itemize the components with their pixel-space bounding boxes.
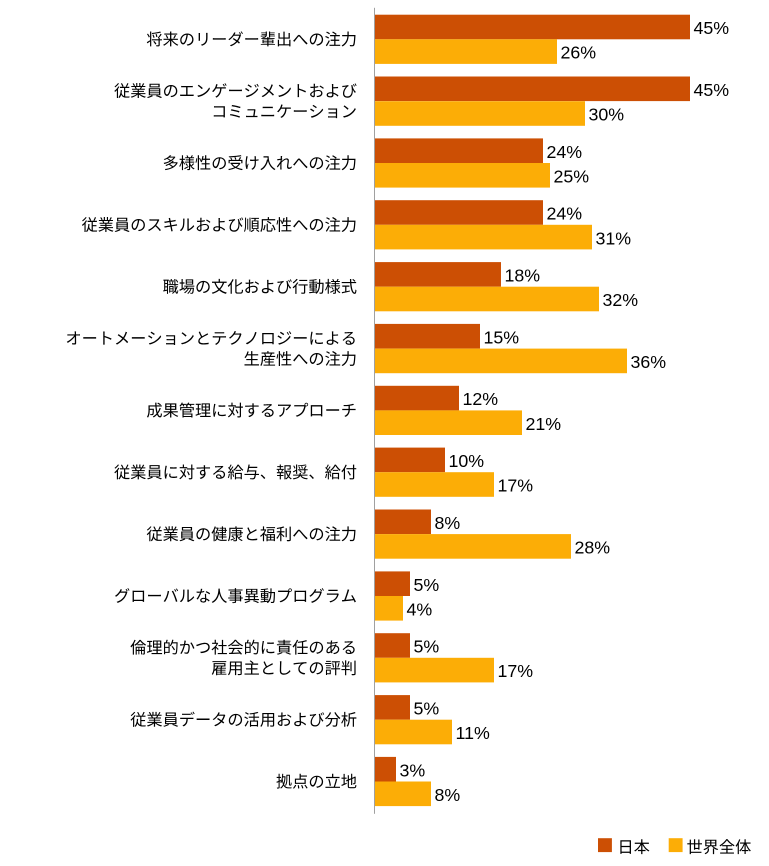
svg-text:17%: 17% [498, 661, 534, 681]
svg-text:8%: 8% [435, 785, 461, 805]
svg-text:26%: 26% [561, 43, 597, 63]
svg-text:4%: 4% [407, 599, 433, 619]
svg-text:36%: 36% [631, 352, 667, 372]
svg-text:18%: 18% [505, 266, 541, 286]
svg-text:12%: 12% [463, 389, 499, 409]
svg-text:10%: 10% [449, 451, 485, 471]
svg-text:25%: 25% [554, 166, 590, 186]
svg-text:5%: 5% [414, 637, 440, 657]
svg-text:8%: 8% [435, 513, 461, 533]
svg-text:24%: 24% [547, 142, 583, 162]
svg-text:28%: 28% [575, 538, 611, 558]
svg-text:5%: 5% [414, 699, 440, 719]
svg-text:24%: 24% [547, 204, 583, 224]
svg-text:15%: 15% [484, 327, 520, 347]
svg-text:45%: 45% [694, 80, 730, 100]
svg-text:30%: 30% [589, 105, 625, 125]
svg-text:3%: 3% [400, 760, 426, 780]
svg-text:21%: 21% [526, 414, 562, 434]
svg-text:11%: 11% [456, 723, 490, 743]
svg-text:45%: 45% [694, 18, 730, 38]
svg-text:32%: 32% [603, 290, 639, 310]
svg-text:31%: 31% [596, 228, 632, 248]
svg-text:5%: 5% [414, 575, 440, 595]
svg-text:17%: 17% [498, 476, 534, 496]
